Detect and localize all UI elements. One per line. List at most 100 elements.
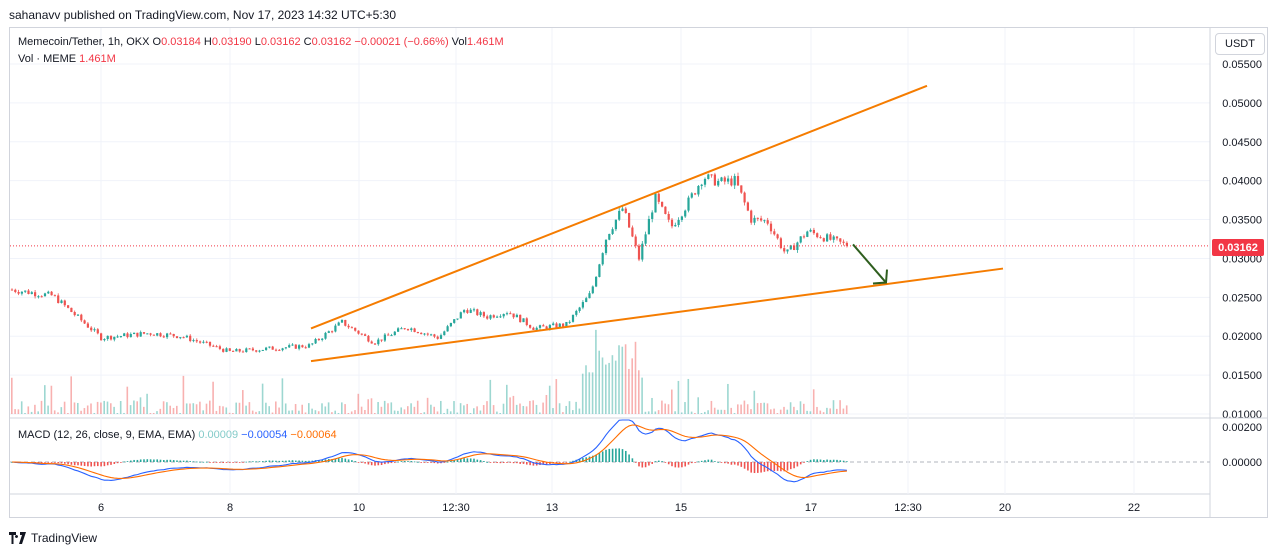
macd-histogram-bar [654,461,657,462]
publisher-line: sahanavv published on TradingView.com, N… [9,8,397,22]
projection-arrow-shaft [852,243,887,284]
volume-bar [436,411,439,414]
candle-body [354,327,357,331]
volume-bar [215,410,218,414]
macd-histogram-bar [443,462,446,463]
macd-histogram-bar [295,460,297,462]
macd-histogram-bar [67,462,69,465]
volume-indicator-label[interactable]: Vol · MEME [18,53,77,65]
candle-body [571,314,575,322]
volume-bar [634,341,637,414]
candle-body [647,218,650,235]
ohlc-legend: Memecoin/Tether, 1h, OKX O0.03184 H0.031… [18,36,504,48]
candle-body [664,206,667,214]
macd-histogram-bar [70,462,73,465]
footer-brand[interactable]: TradingView [9,531,97,545]
macd-histogram-bar [159,459,162,462]
macd-histogram-bar [143,459,145,462]
macd-histogram-bar [57,462,59,464]
candle-body [393,331,396,336]
candle-body [700,184,703,186]
volume-bar [558,403,561,414]
macd-histogram-bar [592,455,594,462]
macd-histogram-bar [176,460,178,462]
volume-bar [364,410,366,414]
candle-body [222,348,225,352]
volume-bar [793,406,795,414]
macd-histogram-bar [700,460,703,462]
candle-body [845,242,848,246]
macd-histogram-bar [473,458,475,462]
candle-body [383,334,386,341]
symbol-label[interactable]: Memecoin/Tether, 1h, OKX [18,36,150,48]
macd-histogram-bar [351,460,353,462]
macd-histogram-bar [153,459,155,462]
macd-histogram-bar [304,460,307,462]
macd-histogram-bar [321,459,323,462]
macd-histogram-bar [486,461,488,463]
volume-bar [657,410,660,414]
macd-histogram-bar [466,458,469,462]
volume-bar [387,403,389,414]
macd-histogram-bar [37,462,40,463]
macd-histogram-bar [113,462,116,464]
vol-label: Vol [451,36,467,48]
candle-body [806,231,809,237]
currency-button[interactable]: USDT [1215,33,1265,55]
volume-bar [783,406,785,414]
macd-histogram-bar [126,461,129,462]
volume-bar [14,409,16,414]
candle-body [281,348,284,351]
volume-bar [466,403,468,414]
candle-body [436,336,439,339]
candle-body [423,333,426,335]
candle-body [100,333,103,341]
volume-bar [70,376,72,414]
volume-bar [225,407,228,414]
volume-bar [413,406,416,414]
macd-histogram-bar [460,458,462,462]
candle-body [545,326,548,330]
candle-body [489,315,492,319]
volume-bar [710,400,713,414]
macd-histogram-bar [816,459,818,462]
chart-frame [9,27,1268,518]
macd-histogram-bar [235,462,238,463]
volume-bar [812,389,815,414]
macd-histogram-bar [87,462,89,467]
candle-body [76,314,80,316]
volume-bar [737,404,739,414]
candle-body [410,328,413,331]
candle-body [245,348,248,353]
candle-body [832,236,835,240]
candle-body [50,291,53,296]
volume-bar [255,411,257,414]
volume-bar [647,411,650,414]
macd-histogram-bar [110,462,112,465]
macd-histogram-bar [433,462,436,464]
candle-body [344,319,347,326]
volume-bar [222,406,224,414]
macd-histogram-bar [588,456,591,462]
volume-bar [786,409,789,414]
macd-histogram-bar [232,462,234,463]
macd-histogram-bar [377,462,380,466]
candle-body [538,325,542,328]
tradingview-logo-icon [9,532,26,544]
candle-body [185,335,188,338]
candle-body [624,208,627,214]
candle-body [562,323,565,327]
candle-body [152,334,155,336]
candle-body [565,321,568,327]
macd-histogram-bar [707,459,710,462]
volume-bar [826,407,828,414]
macd-indicator-label[interactable]: MACD (12, 26, close, 9, EMA, EMA) [18,429,196,441]
volume-bar [492,405,495,414]
candle-body [218,346,221,349]
candle-body [555,323,558,328]
macd-histogram-bar [826,459,828,462]
volume-bar [24,413,26,414]
macd-histogram-bar [291,460,294,462]
volume-bar [301,404,303,414]
